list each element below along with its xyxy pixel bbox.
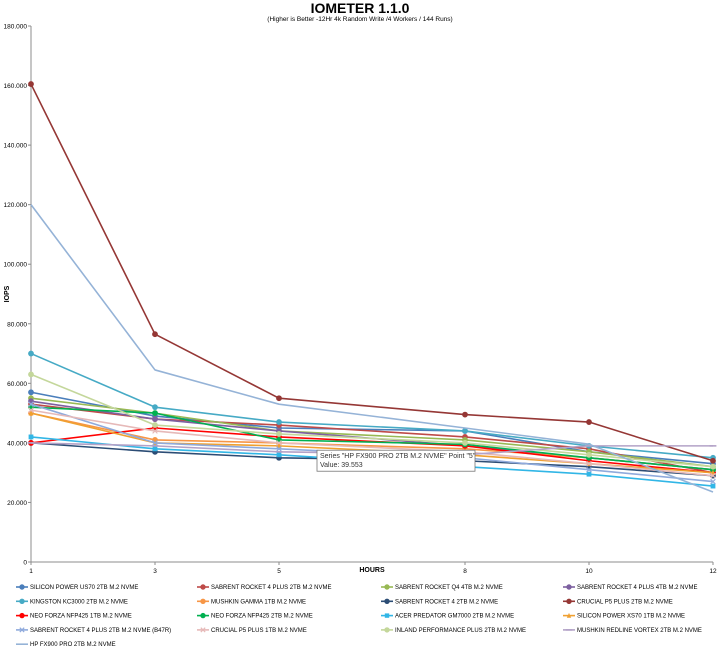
data-point bbox=[462, 411, 468, 418]
data-point bbox=[586, 451, 592, 458]
legend-swatch-marker bbox=[384, 584, 390, 590]
legend-swatch-marker bbox=[566, 598, 572, 604]
legend-label: MUSHKIN REDLINE VORTEX 2TB M.2 NVME bbox=[577, 628, 702, 634]
series-line-5 bbox=[30, 352, 714, 459]
data-point bbox=[28, 371, 34, 378]
legend-label: ACER PREDATOR GM7000 2TB M.2 NVME bbox=[395, 614, 514, 620]
data-point bbox=[152, 404, 158, 411]
x-tick-label: 8 bbox=[463, 568, 467, 575]
legend-swatch-marker bbox=[200, 612, 206, 619]
data-point bbox=[586, 460, 592, 467]
y-tick-label: 20.000 bbox=[7, 500, 27, 507]
data-point bbox=[152, 422, 158, 428]
y-tick-label: 120.000 bbox=[4, 202, 28, 209]
y-tick-label: 140.000 bbox=[4, 143, 28, 150]
data-point bbox=[28, 407, 34, 413]
legend-swatch-marker bbox=[384, 613, 390, 618]
y-tick-label: 160.000 bbox=[4, 83, 28, 90]
data-point bbox=[152, 428, 158, 434]
series-line-8 bbox=[30, 83, 714, 462]
data-point bbox=[710, 463, 716, 470]
data-point bbox=[276, 446, 282, 452]
legend-swatch-marker bbox=[19, 598, 25, 604]
tooltip-line-1: Series "HP FX900 PRO 2TB M.2 NVME" Point… bbox=[320, 453, 476, 460]
legend-label: NEO FORZA NFP425 2TB M.2 NVME bbox=[211, 614, 313, 620]
data-point bbox=[276, 452, 282, 458]
legend-label: SABRENT ROCKET 4 PLUS 2TB M.2 NVME bbox=[211, 585, 331, 591]
data-point bbox=[276, 440, 282, 446]
legend-label: KINGSTON KC3000 2TB M.2 NVME bbox=[30, 599, 128, 605]
y-axis-title: IOPS bbox=[4, 285, 11, 302]
data-point bbox=[152, 410, 158, 417]
legend-label: MUSHKIN GAMMA 1TB M.2 NVME bbox=[211, 599, 306, 605]
legend-swatch-marker bbox=[566, 584, 572, 590]
data-point bbox=[152, 446, 158, 452]
legend-label: SILICON POWER XS70 1TB M.2 NVME bbox=[577, 614, 685, 620]
data-point bbox=[710, 483, 716, 489]
legend-label: SABRENT ROCKET 4 2TB M.2 NVME bbox=[395, 599, 498, 605]
y-tick-label: 100.000 bbox=[4, 262, 28, 269]
x-tick-label: 12 bbox=[709, 568, 717, 575]
data-point bbox=[586, 419, 592, 425]
series-line-17 bbox=[30, 204, 714, 493]
data-point bbox=[586, 466, 592, 473]
data-point bbox=[28, 401, 34, 408]
tooltip-box bbox=[316, 449, 476, 472]
y-tick-label: 80.000 bbox=[7, 321, 27, 328]
data-point bbox=[28, 389, 34, 396]
y-tick-label: 60.000 bbox=[7, 381, 27, 388]
y-tick-label: 40.000 bbox=[7, 440, 27, 447]
data-point bbox=[586, 471, 592, 477]
data-point bbox=[276, 419, 282, 425]
x-tick-label: 10 bbox=[585, 568, 593, 575]
data-point bbox=[710, 457, 716, 464]
data-point bbox=[710, 478, 716, 485]
x-axis-title: HOURS bbox=[359, 567, 385, 574]
chart-title: IOMETER 1.1.0 bbox=[310, 0, 410, 16]
data-point bbox=[152, 331, 158, 338]
legend-swatch-marker bbox=[19, 584, 25, 590]
legend-swatch-marker bbox=[384, 627, 390, 633]
legend-swatch-marker bbox=[200, 627, 206, 633]
legend-label: SILICON POWER US70 2TB M.2 NVME bbox=[30, 585, 138, 591]
data-point bbox=[28, 81, 34, 87]
legend-label: CRUCIAL P5 PLUS 1TB M.2 NVME bbox=[211, 628, 307, 634]
data-point bbox=[462, 428, 468, 434]
chart-subtitle: (Higher is Better -12Hr 4k Random Write … bbox=[267, 16, 453, 23]
legend-label: HP FX900 PRO 2TB M.2 NVME bbox=[30, 642, 116, 648]
series-line-14 bbox=[30, 409, 714, 477]
legend-swatch-marker bbox=[384, 598, 390, 604]
legend-swatch-marker bbox=[200, 584, 206, 590]
y-tick-label: 180.000 bbox=[4, 24, 28, 31]
legend-swatch-marker bbox=[19, 627, 25, 633]
legend-swatch-marker bbox=[200, 598, 206, 604]
legend-label: SABRENT ROCKET 4 PLUS 4TB M.2 NVME bbox=[577, 585, 697, 591]
legend-label: INLAND PERFORMANCE PLUS 2TB M.2 NVME bbox=[395, 628, 526, 634]
data-point bbox=[28, 434, 34, 440]
legend-swatch-marker bbox=[566, 612, 572, 618]
x-tick-label: 1 bbox=[29, 568, 33, 575]
legend-label: SABRENT ROCKET Q4 4TB M.2 NVME bbox=[395, 585, 503, 591]
tooltip-line-2: Value: 39.553 bbox=[320, 462, 363, 469]
legend-label: SABRENT ROCKET 4 PLUS 2TB M.2 NVME (B47R… bbox=[30, 628, 171, 634]
series-line-10 bbox=[30, 406, 714, 471]
data-point bbox=[152, 416, 158, 422]
legend-label: NEO FORZA NFP425 1TB M.2 NVME bbox=[30, 614, 132, 620]
legend-swatch-marker bbox=[19, 612, 25, 619]
data-point bbox=[28, 410, 34, 416]
data-point bbox=[28, 350, 34, 357]
data-point bbox=[710, 472, 716, 479]
x-tick-label: 3 bbox=[153, 568, 157, 575]
series-line-15 bbox=[30, 373, 714, 468]
x-tick-label: 5 bbox=[277, 568, 281, 575]
legend-label: CRUCIAL P5 PLUS 2TB M.2 NVME bbox=[577, 599, 673, 605]
y-tick-label: 0 bbox=[23, 560, 27, 567]
data-point bbox=[276, 431, 282, 437]
series-line-3 bbox=[30, 397, 714, 468]
data-point bbox=[276, 395, 282, 402]
data-point bbox=[152, 440, 158, 446]
data-point bbox=[462, 439, 468, 446]
